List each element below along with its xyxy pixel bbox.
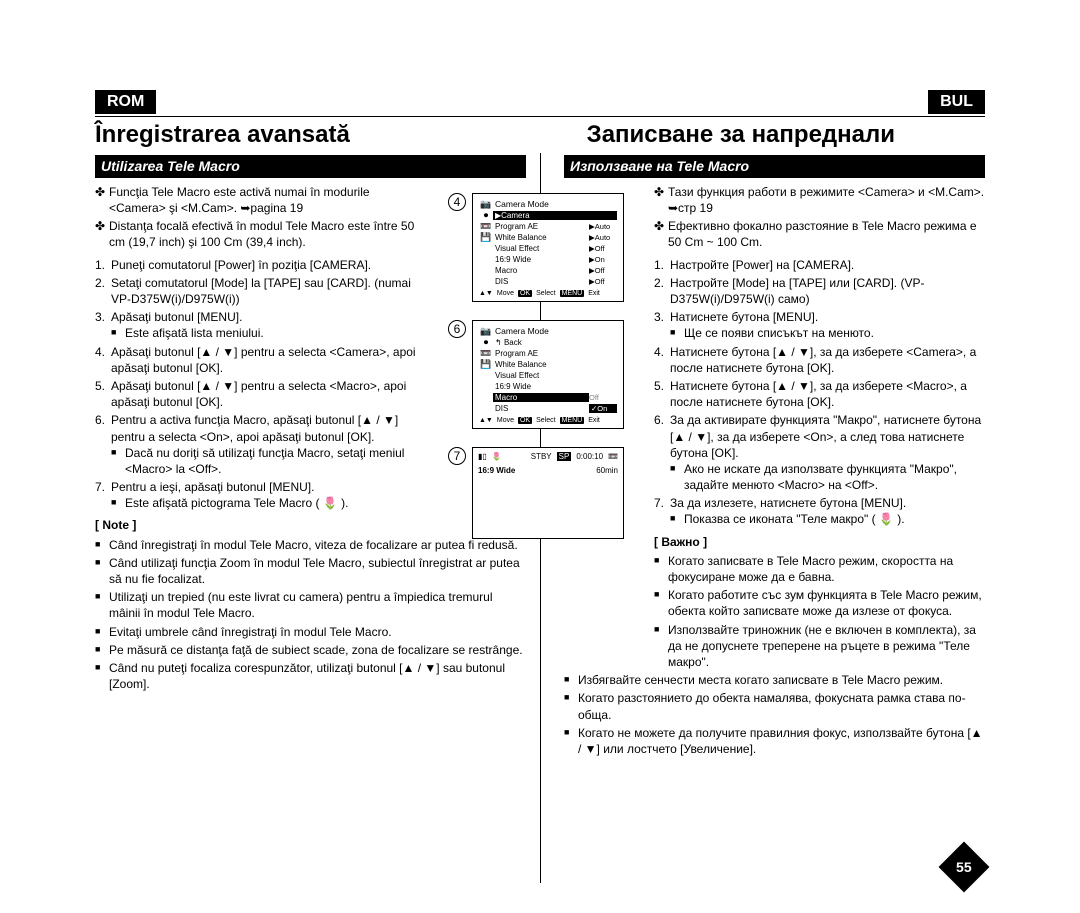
page-number-badge: 55	[939, 842, 990, 893]
viewfinder: ▮▯ 🌷 STBY SP 0:00:10 📼 16:9 Wide 60min	[472, 447, 624, 539]
section-right: Използване на Tele Macro	[564, 155, 985, 178]
camera-icon: 📷	[479, 326, 493, 337]
lang-right-chip: BUL	[928, 90, 985, 114]
left-intro-bullets: Funcţia Tele Macro este activă numai în …	[95, 184, 426, 251]
title-right: Записване за напреднали	[587, 121, 985, 149]
right-intro-bullets: Тази функция работи в режимите <Camera> …	[654, 184, 985, 251]
updown-icon: ▲▼	[479, 290, 493, 297]
divider	[95, 116, 985, 117]
right-notes-narrow: Когато записвате в Tele Macro режим, ско…	[654, 553, 985, 670]
tape-icon: 📼	[479, 348, 493, 359]
updown-icon: ▲▼	[479, 417, 493, 424]
osd2-footer: ▲▼Move OKSelect MENUExit	[479, 417, 617, 424]
osd1-title: Camera Mode	[495, 199, 549, 209]
center-figures: 4 📷 Camera Mode ⏺▶Camera 📼Program AE▶Aut…	[448, 193, 632, 539]
figure-4: 4 📷 Camera Mode ⏺▶Camera 📼Program AE▶Aut…	[448, 193, 632, 302]
rec-icon: ⏺	[479, 337, 493, 348]
lang-left-chip: ROM	[95, 90, 156, 114]
section-left: Utilizarea Tele Macro	[95, 155, 526, 178]
two-column-body: 4 📷 Camera Mode ⏺▶Camera 📼Program AE▶Aut…	[95, 155, 985, 759]
battery-icon: ▮▯	[478, 452, 487, 461]
left-notes: Când înregistraţi în modul Tele Macro, v…	[95, 537, 526, 693]
card-icon: 💾	[479, 232, 493, 243]
right-notes-wide: Избягвайте сенчести места когато записва…	[564, 672, 985, 757]
osd-menu-2: 📷 Camera Mode ⏺↰ Back 📼Program AE 💾White…	[472, 320, 624, 429]
figure-6: 6 📷 Camera Mode ⏺↰ Back 📼Program AE 💾Whi…	[448, 320, 632, 429]
titles-row: Înregistrarea avansată Записване за напр…	[95, 121, 985, 149]
left-steps: 1.Puneţi comutatorul [Power] în poziţia …	[95, 257, 426, 512]
macro-icon: 🌷	[492, 452, 502, 461]
step-circle: 7	[448, 447, 466, 465]
card-icon: 💾	[479, 359, 493, 370]
camera-icon: 📷	[479, 199, 493, 210]
title-left: Înregistrarea avansată	[95, 121, 350, 149]
tape-icon: 📼	[608, 452, 618, 461]
rec-icon: ⏺	[479, 210, 493, 221]
osd1-hl: ▶Camera	[493, 211, 617, 220]
right-steps: 1.Настройте [Power] на [CAMERA]. 2.Настр…	[654, 257, 985, 528]
step-circle: 6	[448, 320, 466, 338]
right-note-heading: [ Важно ]	[654, 534, 985, 550]
osd-menu-1: 📷 Camera Mode ⏺▶Camera 📼Program AE▶Auto …	[472, 193, 624, 302]
step-circle: 4	[448, 193, 466, 211]
figure-7: 7 ▮▯ 🌷 STBY SP 0:00:10 📼 16:9 Wide 60min	[448, 447, 632, 539]
left-note-heading: [ Note ]	[95, 517, 426, 533]
tape-icon: 📼	[479, 221, 493, 232]
language-bar: ROM BUL	[95, 90, 985, 114]
osd1-footer: ▲▼Move OKSelect MENUExit	[479, 290, 617, 297]
manual-page: ROM BUL Înregistrarea avansată Записване…	[0, 0, 1080, 913]
